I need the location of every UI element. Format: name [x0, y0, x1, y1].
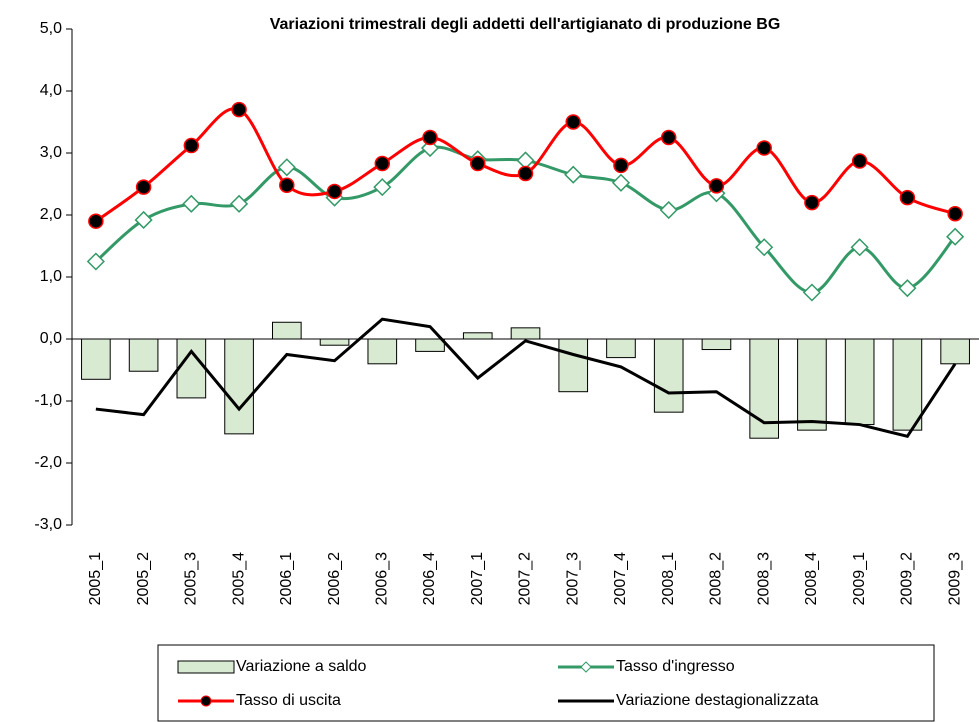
bar — [797, 338, 827, 431]
x-tick-label: 2007_4 — [612, 552, 629, 605]
x-tick-label: 2006_1 — [278, 552, 295, 605]
y-tick-label: -3,0 — [34, 516, 62, 533]
marker — [659, 200, 678, 220]
marker — [802, 283, 821, 302]
y-tick-label: -1,0 — [34, 392, 62, 409]
marker — [231, 101, 247, 118]
bar — [81, 338, 111, 380]
x-tick-label: 2006_2 — [326, 552, 343, 605]
marker — [373, 178, 392, 197]
x-tick-label: 2008_3 — [755, 552, 772, 605]
x-tick-label: 2007_1 — [469, 552, 486, 605]
bar — [844, 338, 875, 426]
legend-label: Variazione destagionalizzata — [616, 692, 819, 709]
bar — [319, 338, 350, 346]
marker — [899, 189, 916, 206]
y-tick-label: 5,0 — [40, 20, 62, 37]
bar — [653, 338, 684, 413]
y-tick-label: -2,0 — [34, 454, 62, 471]
marker — [86, 252, 105, 271]
y-tick-label: 0,0 — [40, 330, 62, 347]
bar — [176, 338, 207, 399]
marker — [850, 238, 869, 257]
bar — [367, 338, 398, 365]
marker — [470, 155, 486, 172]
marker — [134, 210, 153, 230]
marker — [565, 114, 581, 130]
marker — [898, 279, 917, 298]
marker — [326, 183, 343, 200]
x-tick-label: 2008_1 — [660, 552, 677, 605]
legend-label: Variazione a saldo — [236, 658, 367, 675]
marker — [756, 140, 772, 156]
y-tick-label: 4,0 — [40, 82, 62, 99]
x-tick-label: 2005_1 — [87, 552, 104, 605]
bar — [462, 332, 493, 340]
marker — [230, 194, 249, 213]
marker — [755, 238, 774, 257]
line — [95, 317, 957, 439]
bar — [606, 338, 636, 359]
marker — [947, 206, 963, 222]
x-tick-label: 2009_2 — [899, 552, 916, 605]
x-tick-label: 2007_3 — [564, 552, 581, 605]
x-tick-label: 2008_4 — [803, 552, 820, 605]
bar — [128, 338, 159, 372]
marker — [182, 194, 201, 213]
bar — [510, 327, 541, 340]
x-tick-label: 2006_4 — [421, 552, 438, 605]
bar — [415, 338, 445, 352]
x-tick-label: 2005_3 — [183, 552, 200, 605]
bar — [940, 338, 970, 365]
marker — [135, 179, 152, 195]
x-tick-label: 2008_2 — [708, 552, 725, 605]
legend-label: Tasso di uscita — [236, 692, 341, 709]
bar — [271, 321, 302, 340]
x-tick-label: 2009_3 — [946, 552, 963, 605]
bar — [558, 338, 589, 393]
marker — [611, 173, 631, 192]
legend-swatch — [177, 660, 235, 674]
chart-title: Variazioni trimestrali degli addetti del… — [270, 16, 781, 33]
y-tick-label: 3,0 — [40, 144, 62, 161]
marker — [279, 177, 295, 193]
x-tick-label: 2006_3 — [374, 552, 391, 605]
marker — [564, 165, 583, 184]
marker — [708, 178, 725, 194]
marker — [277, 158, 296, 177]
bar — [892, 338, 923, 431]
legend-marker — [200, 695, 212, 707]
marker — [946, 227, 965, 246]
marker — [517, 165, 534, 182]
marker — [660, 129, 677, 146]
bar — [701, 338, 732, 351]
bar — [224, 338, 254, 435]
legend-marker — [580, 661, 592, 673]
x-tick-label: 2007_2 — [517, 552, 534, 605]
x-tick-label: 2009_1 — [851, 552, 868, 605]
legend-label: Tasso d'ingresso — [616, 658, 735, 675]
legend-box — [157, 644, 935, 722]
marker — [183, 137, 200, 154]
marker — [422, 129, 438, 146]
marker — [804, 194, 820, 211]
marker — [851, 153, 868, 169]
x-tick-label: 2005_4 — [230, 552, 247, 605]
y-tick-label: 2,0 — [40, 206, 62, 223]
x-tick-label: 2005_2 — [135, 552, 152, 605]
y-tick-label: 1,0 — [40, 268, 62, 285]
marker — [374, 155, 391, 172]
marker — [88, 213, 104, 229]
marker — [613, 157, 629, 174]
